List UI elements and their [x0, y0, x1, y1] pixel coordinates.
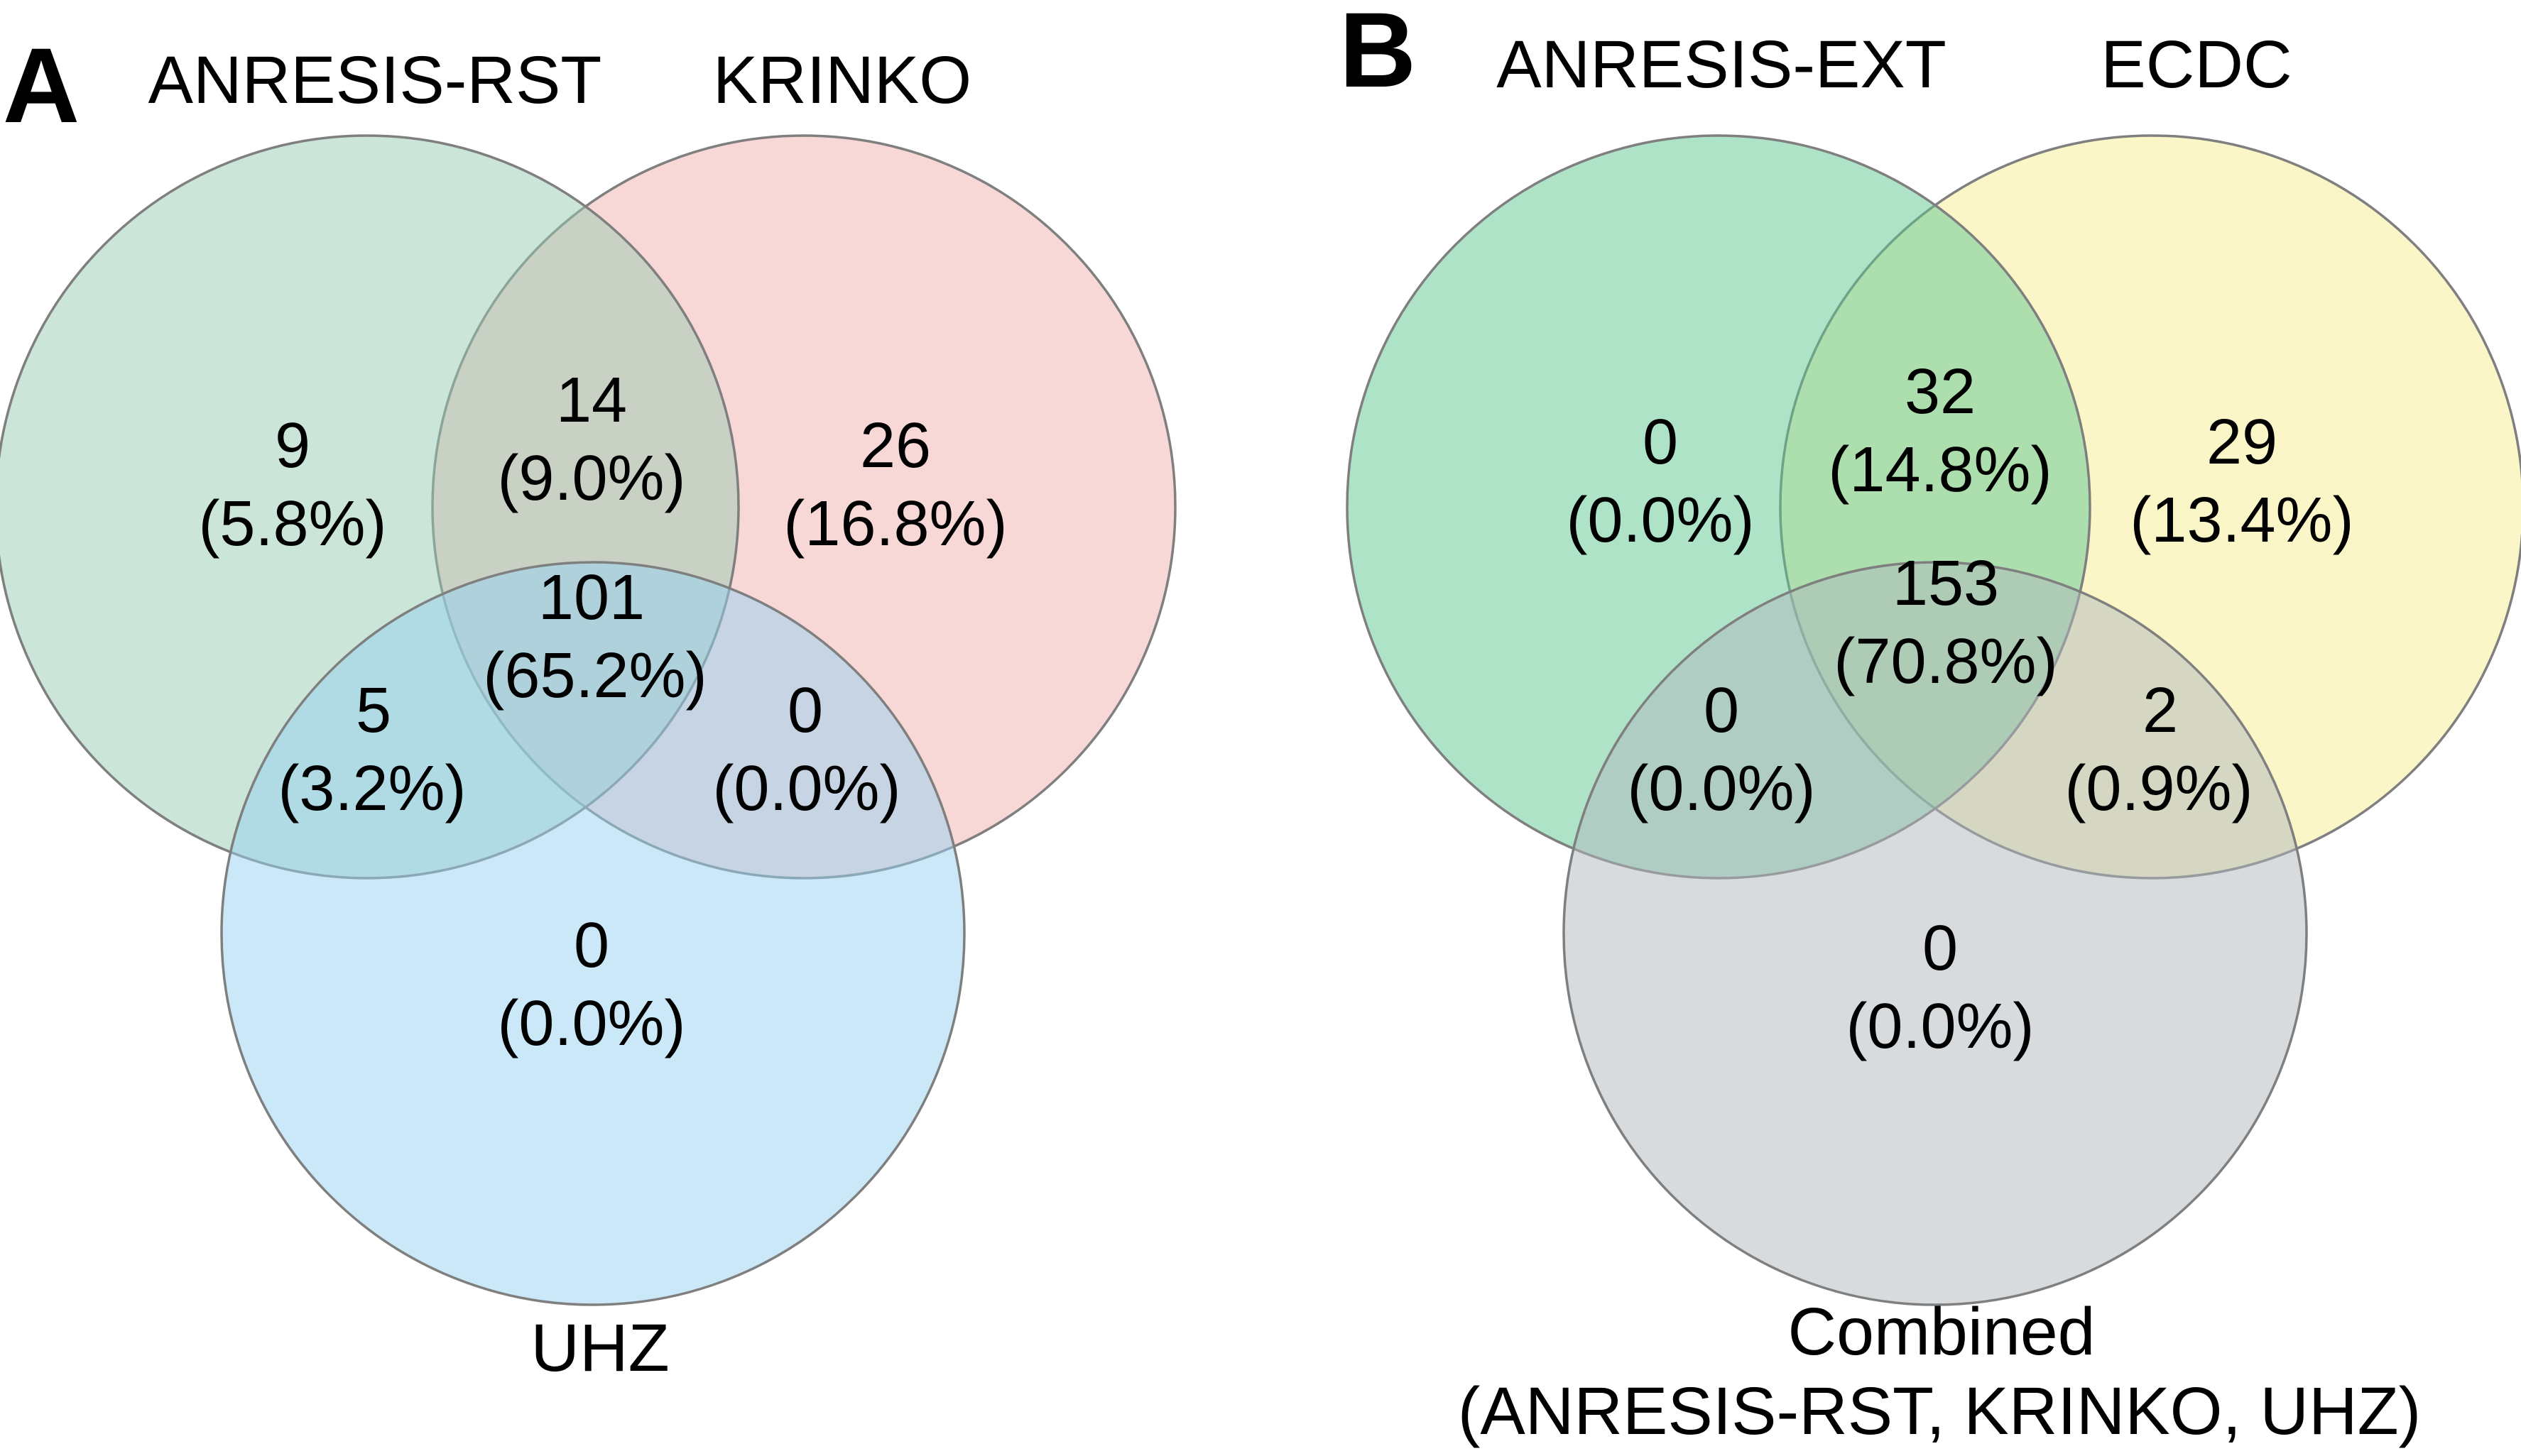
region-percent: (14.8%): [1828, 434, 2052, 505]
region-count: 9: [275, 410, 310, 481]
region-percent: (0.0%): [712, 753, 900, 824]
region-count: 0: [1643, 407, 1678, 478]
panel-b: B ANRESIS-EXT ECDC 0 (0.0%) 32 (14.8%) 2…: [1339, 0, 2521, 1449]
region-percent: (0.0%): [1846, 991, 2034, 1062]
set-label-uhz: UHZ: [530, 1310, 669, 1386]
region-combined-only: 0 (0.0%): [1846, 913, 2034, 1062]
set-label-ecdc: ECDC: [2101, 27, 2292, 102]
region-count: 26: [860, 410, 931, 481]
region-count: 153: [1893, 548, 1999, 619]
region-percent: (0.0%): [497, 988, 685, 1059]
region-anresis-ext-and-ecdc: 32 (14.8%): [1828, 356, 2052, 505]
region-anresis-ext-only: 0 (0.0%): [1566, 407, 1754, 556]
region-ecdc-only: 29 (13.4%): [2130, 407, 2353, 556]
region-percent: (13.4%): [2130, 485, 2353, 556]
region-anresis-rst-and-uhz: 5 (3.2%): [278, 675, 466, 824]
region-percent: (70.8%): [1834, 626, 2057, 697]
region-anresis-rst-and-krinko: 14 (9.0%): [497, 365, 685, 514]
region-percent: (0.0%): [1627, 753, 1815, 824]
region-count: 2: [2142, 675, 2178, 746]
region-count: 0: [574, 910, 609, 981]
region-percent: (3.2%): [278, 753, 466, 824]
region-krinko-only: 26 (16.8%): [783, 410, 1007, 559]
set-label-anresis-rst: ANRESIS-RST: [148, 43, 602, 118]
region-count: 0: [1704, 675, 1739, 746]
region-anresis-ext-and-combined: 0 (0.0%): [1627, 675, 1815, 824]
region-ecdc-and-combined: 2 (0.9%): [2064, 675, 2253, 824]
region-percent: (0.9%): [2064, 753, 2253, 824]
region-percent: (65.2%): [483, 640, 707, 711]
region-count: 101: [538, 562, 645, 633]
region-count: 14: [556, 365, 627, 436]
region-count: 32: [1905, 356, 1976, 427]
combined-circle: [1562, 561, 2308, 1306]
panel-b-letter: B: [1339, 0, 1416, 109]
region-count: 0: [1922, 913, 1958, 984]
region-count: 5: [356, 675, 391, 746]
panel-a-letter: A: [3, 26, 80, 145]
set-label-anresis-ext: ANRESIS-EXT: [1496, 27, 1946, 102]
region-anresis-rst-and-krinko-and-uhz: 101 (65.2%): [483, 562, 707, 711]
panel-a: A ANRESIS-RST KRINKO 9 (5.8%) 14 (9.0%) …: [0, 26, 1177, 1386]
region-percent: (5.8%): [198, 488, 386, 559]
region-anresis-ext-and-ecdc-and-combined: 153 (70.8%): [1834, 548, 2057, 697]
region-count: 29: [2206, 407, 2277, 478]
set-label-combined-line2: (ANRESIS-RST, KRINKO, UHZ): [1458, 1374, 2422, 1449]
region-anresis-rst-only: 9 (5.8%): [198, 410, 386, 559]
region-krinko-and-uhz: 0 (0.0%): [712, 675, 900, 824]
set-label-combined-line1: Combined: [1787, 1294, 2095, 1369]
region-count: 0: [788, 675, 823, 746]
uhz-circle: [220, 561, 966, 1306]
region-percent: (9.0%): [497, 443, 685, 514]
region-uhz-only: 0 (0.0%): [497, 910, 685, 1059]
set-label-krinko: KRINKO: [713, 43, 971, 118]
region-percent: (0.0%): [1566, 485, 1754, 556]
region-percent: (16.8%): [783, 488, 1007, 559]
